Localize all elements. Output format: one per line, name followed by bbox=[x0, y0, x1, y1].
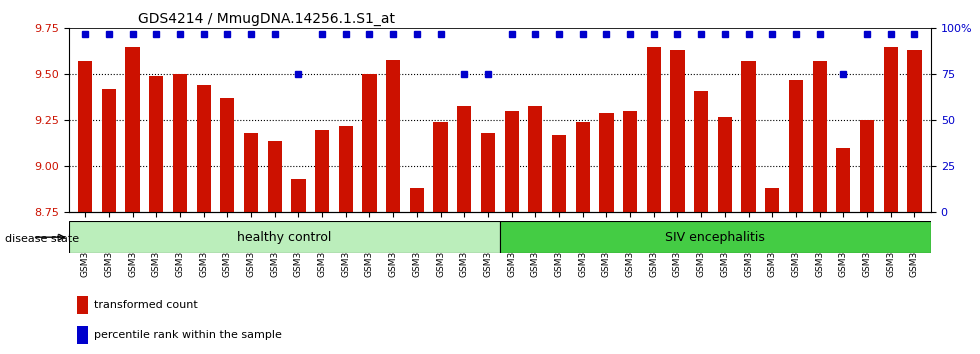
Bar bbox=[315, 130, 329, 354]
Bar bbox=[149, 76, 164, 354]
Bar bbox=[433, 122, 448, 354]
Bar bbox=[742, 62, 756, 354]
Text: transformed count: transformed count bbox=[94, 299, 198, 310]
Bar bbox=[102, 89, 116, 354]
Bar bbox=[552, 135, 566, 354]
Bar bbox=[647, 47, 661, 354]
Bar bbox=[575, 122, 590, 354]
Bar bbox=[291, 179, 306, 354]
Bar bbox=[694, 91, 709, 354]
Text: SIV encephalitis: SIV encephalitis bbox=[665, 231, 765, 244]
Bar bbox=[363, 74, 376, 354]
Bar bbox=[386, 59, 400, 354]
Bar bbox=[410, 188, 424, 354]
Bar bbox=[268, 141, 282, 354]
Bar bbox=[528, 105, 543, 354]
Bar bbox=[197, 85, 211, 354]
Bar bbox=[812, 62, 827, 354]
Bar bbox=[457, 105, 471, 354]
Bar bbox=[77, 296, 88, 314]
Bar bbox=[339, 126, 353, 354]
Text: healthy control: healthy control bbox=[237, 231, 331, 244]
Text: percentile rank within the sample: percentile rank within the sample bbox=[94, 330, 282, 340]
Bar bbox=[884, 47, 898, 354]
Bar bbox=[600, 113, 613, 354]
Text: disease state: disease state bbox=[5, 234, 79, 244]
Bar bbox=[505, 111, 518, 354]
Bar bbox=[717, 117, 732, 354]
Bar bbox=[172, 74, 187, 354]
Bar bbox=[481, 133, 495, 354]
Text: GDS4214 / MmugDNA.14256.1.S1_at: GDS4214 / MmugDNA.14256.1.S1_at bbox=[137, 12, 395, 26]
Bar bbox=[789, 80, 803, 354]
Bar bbox=[220, 98, 234, 354]
Bar bbox=[78, 62, 92, 354]
Bar bbox=[244, 133, 258, 354]
Bar bbox=[765, 188, 779, 354]
Bar bbox=[77, 326, 88, 344]
Bar bbox=[670, 50, 685, 354]
Bar bbox=[836, 148, 851, 354]
Bar bbox=[69, 221, 500, 253]
Bar bbox=[125, 47, 140, 354]
Bar bbox=[500, 221, 931, 253]
Bar bbox=[907, 50, 921, 354]
Bar bbox=[859, 120, 874, 354]
Bar bbox=[623, 111, 637, 354]
